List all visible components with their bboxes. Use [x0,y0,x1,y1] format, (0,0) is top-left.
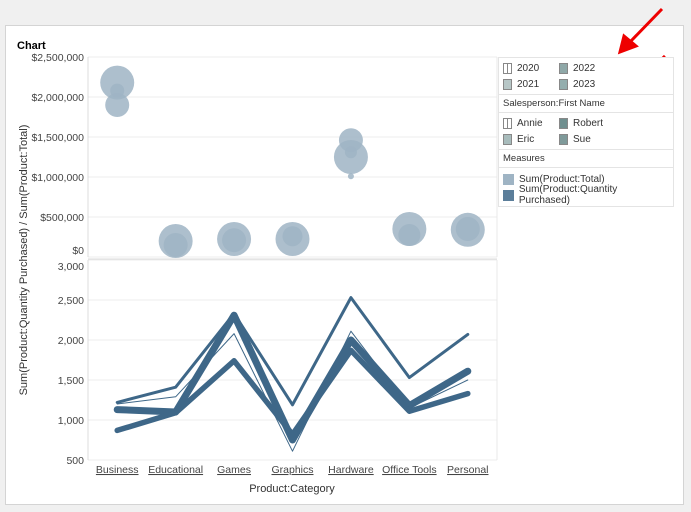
legend-swatch-icon [503,133,512,145]
bubble-point[interactable] [110,83,125,98]
legend-item[interactable]: Annie [503,116,559,130]
legend-salesperson-title: Salesperson:First Name [499,95,673,113]
legend-label: 2022 [573,62,596,74]
y-tick-label: $0 [72,245,84,257]
x-tick-label[interactable]: Business [96,464,139,476]
x-axis-label: Product:Category [249,483,335,495]
legend-swatch-icon [559,78,568,90]
legend-label: 2021 [517,78,540,90]
bubble-point[interactable] [282,226,303,247]
y-tick-label: $1,500,000 [31,132,84,144]
legend-measures-title: Measures [499,150,673,168]
legend-swatch-icon [503,78,512,90]
legend-label: Sum(Product:Total) [519,173,605,185]
y-tick-label: $1,000,000 [31,172,84,184]
bubble-point[interactable] [347,173,354,180]
legend-swatch-icon [559,117,568,129]
y-tick-label: 2,000 [58,335,84,347]
bubble-point[interactable] [398,224,421,246]
legend-label: Eric [517,133,535,145]
legend-swatch-icon [503,189,514,201]
legend-label: Robert [573,117,604,129]
legend: 2020 2022 2021 2023 Salesperson:First Name … [498,57,674,207]
x-tick-label[interactable]: Personal [447,464,488,476]
legend-label: Sum(Product:Quantity Purchased) [518,184,618,206]
bubble-point[interactable] [344,146,357,159]
legend-item[interactable]: 2021 [503,77,559,91]
legend-swatch-icon [503,173,514,185]
legend-label: Sue [573,133,591,145]
y-tick-label: 1,000 [58,415,84,427]
legend-label: 2023 [573,78,596,90]
bubble-point[interactable] [163,233,188,257]
legend-swatch-icon [503,62,512,74]
series-line-3[interactable] [116,330,469,452]
legend-label: Annie [517,117,543,129]
legend-swatch-icon [503,117,512,129]
legend-item[interactable]: Robert [559,116,669,130]
x-tick-label[interactable]: Graphics [271,464,313,476]
legend-item[interactable]: 2020 [503,61,559,75]
y-tick-label: $500,000 [40,212,84,224]
y-tick-label: $2,000,000 [31,92,84,104]
legend-item[interactable]: Eric [503,132,559,146]
bubble-point[interactable] [105,93,130,117]
y-tick-label: 3,000 [58,261,84,273]
x-tick-label[interactable]: Games [217,464,251,476]
series-line-2[interactable] [114,347,471,438]
annotation-arrow-icon [617,7,664,55]
x-tick-label[interactable]: Office Tools [382,464,436,476]
legend-swatch-icon [559,62,568,74]
x-tick-label[interactable]: Hardware [328,464,374,476]
x-tick-label[interactable]: Educational [148,464,203,476]
chart-title: Chart [17,40,46,52]
legend-swatch-icon [559,133,568,145]
legend-item[interactable]: 2023 [559,77,669,91]
y-tick-label: 500 [66,455,84,467]
series-line-1[interactable] [113,311,472,444]
bubble-point[interactable] [222,228,247,253]
bubble-point[interactable] [455,217,480,241]
y-tick-label: 1,500 [58,375,84,387]
legend-item[interactable]: Sum(Product:Total) [503,171,669,187]
series-line-0[interactable] [115,296,470,407]
bubble-point[interactable] [100,65,135,100]
legend-item[interactable]: 2022 [559,61,669,75]
legend-label: 2020 [517,62,540,74]
legend-item[interactable]: Sue [559,132,669,146]
y-tick-label: 2,500 [58,295,84,307]
legend-item[interactable]: Sum(Product:Quantity Purchased) [503,184,669,206]
y-axis-label: Sum(Product:Quantity Purchased) / Sum(Pr… [18,125,30,396]
y-tick-label: $2,500,000 [31,52,84,64]
